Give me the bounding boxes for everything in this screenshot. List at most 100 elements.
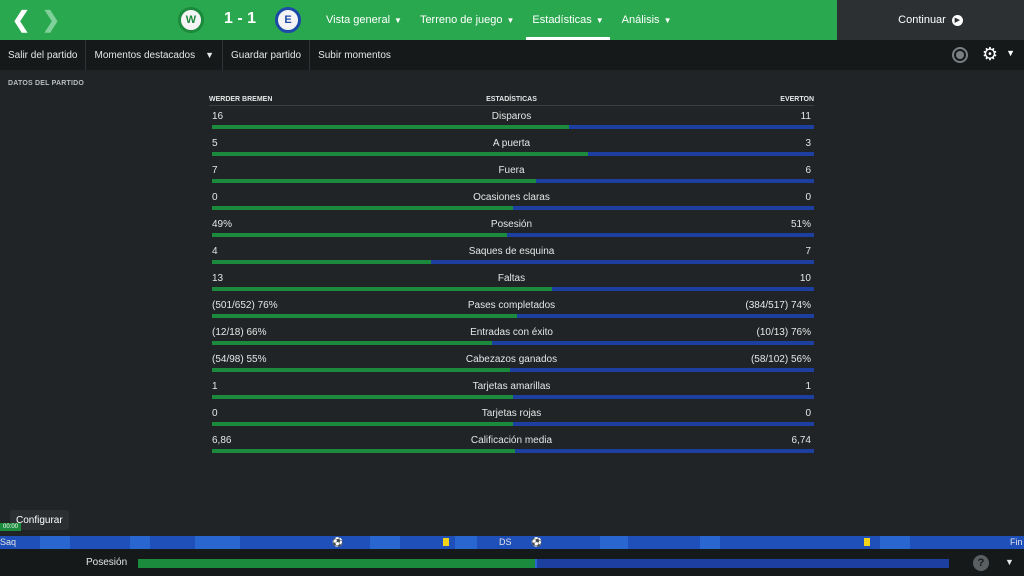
goal-ball-icon[interactable]: ⚽ — [531, 537, 543, 547]
stat-away-bar — [535, 179, 814, 183]
away-team-name: EVERTON — [780, 96, 814, 103]
stat-away-bar — [431, 260, 814, 264]
stat-comparison-bar — [212, 314, 814, 318]
stat-away-value: 0 — [805, 192, 811, 203]
stat-row: 4 Saques de esquina 7 — [209, 241, 814, 268]
timeline-segment — [195, 536, 240, 549]
timeline-segment — [600, 536, 628, 549]
stat-label: Calificación media — [470, 435, 553, 446]
stat-away-bar — [552, 287, 814, 291]
timeline-start-label: Saq — [0, 537, 17, 547]
chevron-left-icon: ❮ — [11, 7, 31, 32]
chevron-down-icon: ▼ — [663, 15, 672, 25]
stat-home-value: 16 — [212, 111, 224, 122]
stat-home-bar — [212, 395, 513, 399]
match-timeline[interactable]: Saq ⚽ DS ⚽ Fin — [0, 536, 1024, 549]
stat-home-bar — [212, 206, 513, 210]
chevron-down-icon: ▼ — [506, 15, 515, 25]
away-team-crest-icon: E — [275, 7, 301, 33]
upload-highlights-button[interactable]: Subir momentos — [310, 40, 399, 70]
forward-button[interactable]: ❯ — [36, 0, 66, 40]
stat-comparison-bar — [212, 368, 814, 372]
stat-comparison-bar — [212, 179, 814, 183]
stat-home-value: 7 — [212, 165, 218, 176]
tab-overview[interactable]: Vista general ▼ — [320, 0, 408, 40]
stat-away-bar — [506, 233, 814, 237]
stat-home-bar — [212, 125, 569, 129]
stat-home-value: 6,86 — [212, 435, 232, 446]
chevron-down-icon[interactable]: ▼ — [1006, 48, 1015, 58]
tab-analysis[interactable]: Análisis ▼ — [616, 0, 678, 40]
stat-home-bar — [212, 260, 432, 264]
tab-statistics[interactable]: Estadísticas ▼ — [526, 0, 610, 40]
yellow-card-icon[interactable] — [443, 538, 449, 546]
stat-away-bar — [513, 395, 814, 399]
stat-home-value: 0 — [212, 408, 218, 419]
stat-label: Fuera — [498, 165, 525, 176]
chevron-down-icon: ▼ — [394, 15, 402, 25]
toolbar-label: Subir momentos — [318, 49, 391, 61]
stat-home-value: 13 — [212, 273, 224, 284]
continue-button[interactable]: Continuar ▶ — [837, 0, 1024, 40]
possession-label: Posesión — [86, 557, 128, 568]
stat-away-value: 51% — [790, 219, 811, 230]
match-toolbar: Salir del partido Momentos destacados ▼ G… — [0, 40, 1024, 70]
stat-row: (501/652) 76% Pases completados (384/517) … — [209, 295, 814, 322]
save-match-button[interactable]: Guardar partido — [223, 40, 311, 70]
tab-label: Vista general — [326, 14, 391, 26]
chevron-down-icon[interactable]: ▼ — [1005, 557, 1014, 567]
stat-home-value: 49% — [212, 219, 233, 230]
chevron-right-icon: ❯ — [41, 7, 61, 32]
stat-label: Ocasiones claras — [473, 192, 550, 203]
back-button[interactable]: ❮ — [6, 0, 36, 40]
stat-row: 0 Ocasiones claras 0 — [209, 187, 814, 214]
help-icon[interactable]: ? — [973, 555, 989, 571]
highlights-dropdown[interactable]: Momentos destacados ▼ — [86, 40, 224, 70]
stat-away-bar — [515, 449, 814, 453]
timeline-segment — [880, 536, 910, 549]
stat-home-bar — [212, 368, 510, 372]
stat-label: Pases completados — [467, 300, 556, 311]
toolbar-label: Salir del partido — [8, 49, 78, 61]
stat-row: 0 Tarjetas rojas 0 — [209, 403, 814, 430]
stat-row: 49% Posesión 51% — [209, 214, 814, 241]
configure-button[interactable]: Configurar — [10, 510, 69, 530]
record-icon[interactable] — [952, 47, 968, 63]
stat-label: Faltas — [497, 273, 526, 284]
stat-comparison-bar — [212, 449, 814, 453]
timeline-segment — [130, 536, 150, 549]
stat-home-value: (54/98) 55% — [212, 354, 267, 365]
stat-away-value: 6 — [805, 165, 811, 176]
possession-bar — [138, 559, 949, 568]
exit-match-button[interactable]: Salir del partido — [0, 40, 87, 70]
stat-away-value: 3 — [805, 138, 811, 149]
main-nav: Vista general ▼ Terreno de juego ▼ Estadís… — [320, 0, 683, 40]
stat-label: A puerta — [492, 138, 531, 149]
stat-row: 6,86 Calificación media 6,74 — [209, 430, 814, 457]
stat-away-value: 10 — [799, 273, 811, 284]
stat-label: Tarjetas rojas — [481, 408, 542, 419]
tab-label: Análisis — [621, 14, 660, 26]
stat-home-bar — [212, 179, 536, 183]
stat-away-value: 6,74 — [791, 435, 811, 446]
stat-home-value: 0 — [212, 192, 218, 203]
possession-footer: Posesión ? ▼ — [0, 549, 1024, 576]
stat-home-value: 4 — [212, 246, 218, 257]
home-team-name: WERDER BREMEN — [209, 96, 273, 103]
stat-row: (12/18) 66% Entradas con éxito (10/13) 76% — [209, 322, 814, 349]
timeline-halftime-label: DS — [499, 537, 512, 547]
stat-home-bar — [212, 422, 513, 426]
goal-ball-icon[interactable]: ⚽ — [332, 537, 344, 547]
chevron-down-icon: ▼ — [205, 50, 215, 60]
stat-away-bar — [509, 368, 814, 372]
yellow-card-icon[interactable] — [864, 538, 870, 546]
toolbar-label: Momentos destacados — [94, 49, 196, 61]
stat-row: 7 Fuera 6 — [209, 160, 814, 187]
timeline-segment — [370, 536, 400, 549]
stat-row: 1 Tarjetas amarillas 1 — [209, 376, 814, 403]
stat-row: 5 A puerta 3 — [209, 133, 814, 160]
section-title: DATOS DEL PARTIDO — [8, 80, 84, 87]
stat-row: (54/98) 55% Cabezazos ganados (58/102) 56% — [209, 349, 814, 376]
gear-icon[interactable]: ⚙ — [981, 44, 998, 64]
tab-pitch[interactable]: Terreno de juego ▼ — [414, 0, 520, 40]
